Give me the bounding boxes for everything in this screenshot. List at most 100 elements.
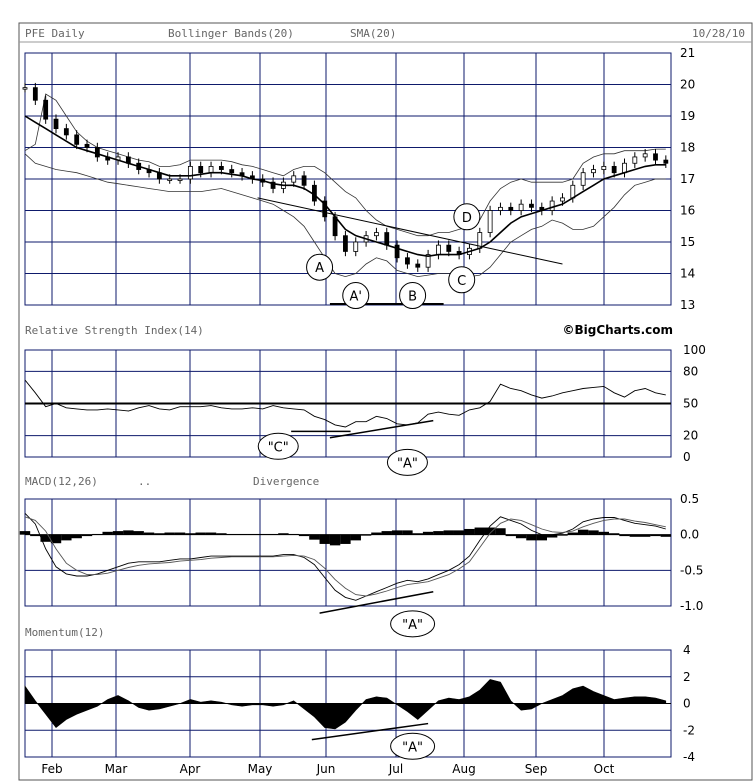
macd-histogram-bar xyxy=(174,532,186,535)
macd-histogram-bar xyxy=(536,534,547,541)
macd-histogram-bar xyxy=(577,529,589,535)
price-annotation-C-circle xyxy=(448,266,476,294)
macd-histogram-bar xyxy=(257,533,268,535)
momentum-annotation: "A" xyxy=(402,740,423,755)
rsi-annotation: "A" xyxy=(397,456,418,471)
price-annotation-Aprime: A' xyxy=(350,290,362,305)
macd-signal-line xyxy=(24,516,666,597)
macd-histogram-bar xyxy=(319,534,330,544)
macd-histogram-bar xyxy=(474,527,485,535)
price-candle xyxy=(229,169,235,174)
price-candle xyxy=(549,200,555,211)
rsi-annotation-circle xyxy=(257,432,299,460)
macd-histogram-bar xyxy=(30,534,41,537)
momentum-title: Momentum(12) xyxy=(25,626,104,639)
price-candle xyxy=(22,87,28,90)
price-candle xyxy=(663,159,669,164)
macd-histogram-bar xyxy=(340,534,351,544)
price-annotation-C: C xyxy=(457,274,466,289)
macd-annotation-circle xyxy=(390,610,436,638)
price-candle xyxy=(498,206,503,211)
price-title: PFE Daily xyxy=(25,27,85,40)
price-candle xyxy=(632,156,638,164)
macd-histogram-bar xyxy=(629,534,641,537)
macd-histogram-bar xyxy=(484,527,496,535)
macd-title: MACD(12,26) xyxy=(25,475,98,488)
price-annotation-A: A xyxy=(315,261,324,276)
macd-histogram-bar xyxy=(526,534,537,541)
price-candle xyxy=(270,181,276,189)
price-annotation-B-circle xyxy=(399,282,427,310)
brand-label: ©BigCharts.com xyxy=(562,323,673,337)
macd-histogram-bar xyxy=(371,532,382,535)
price-candle xyxy=(94,147,100,158)
macd-histogram-bar xyxy=(92,533,103,535)
x-tick-mar: Mar xyxy=(105,762,128,776)
macd-histogram-bar xyxy=(639,534,651,537)
x-tick-aug: Aug xyxy=(452,762,475,776)
price-candle xyxy=(43,99,49,120)
price-candle xyxy=(53,118,59,130)
x-tick-jun: Jun xyxy=(316,762,336,776)
x-tick-apr: Apr xyxy=(180,762,201,776)
macd-histogram-bar xyxy=(247,533,258,535)
macd-histogram-bar xyxy=(360,534,372,536)
macd-histogram-bar xyxy=(143,532,155,535)
price-annotation-D-circle xyxy=(453,203,481,231)
price-y-tick: 21 xyxy=(680,46,695,60)
macd-histogram-bar xyxy=(515,534,527,539)
price-trendline xyxy=(257,197,563,265)
price-y-tick: 16 xyxy=(680,204,695,218)
macd-histogram-bar xyxy=(81,534,93,537)
rsi-annotation: "C" xyxy=(268,440,289,455)
price-candle xyxy=(622,162,627,174)
price-candle xyxy=(591,169,596,174)
macd-histogram-bar xyxy=(350,534,361,541)
bollinger-lower-band xyxy=(24,153,666,278)
price-candle xyxy=(611,165,617,174)
macd-histogram-bar xyxy=(381,531,392,535)
price-candle xyxy=(198,165,204,174)
price-candle xyxy=(653,153,658,161)
price-candle xyxy=(374,232,379,237)
macd-histogram-bar xyxy=(557,534,568,536)
price-candle xyxy=(167,178,173,181)
macd-histogram-bar xyxy=(61,534,72,541)
price-candle xyxy=(529,203,534,208)
macd-histogram-bar xyxy=(123,530,134,535)
macd-annotation: "A" xyxy=(402,618,423,633)
price-indicator-sma: SMA(20) xyxy=(350,27,396,40)
rsi-annotation-circle xyxy=(386,448,428,476)
price-candle xyxy=(74,134,80,145)
x-tick-jul: Jul xyxy=(388,762,403,776)
macd-histogram-bar xyxy=(598,531,610,535)
macd-y-tick: 0.5 xyxy=(680,492,699,506)
macd-histogram-bar xyxy=(195,532,206,535)
macd-histogram-bar xyxy=(133,531,144,535)
price-candle xyxy=(580,172,586,186)
price-candle xyxy=(425,254,431,268)
price-y-tick: 17 xyxy=(680,172,695,186)
macd-histogram-bar xyxy=(40,534,51,542)
macd-histogram-bar xyxy=(443,530,454,535)
macd-histogram-bar xyxy=(588,530,599,535)
price-candle xyxy=(394,244,400,259)
macd-histogram-bar xyxy=(402,530,413,535)
macd-histogram-bar xyxy=(164,532,175,535)
macd-histogram-bar xyxy=(329,534,341,546)
price-candle xyxy=(446,244,452,252)
macd-histogram-bar xyxy=(546,534,558,538)
macd-subtitle: Divergence xyxy=(253,475,319,488)
price-annotation-Aprime-circle xyxy=(342,282,370,310)
price-annotation-A-circle xyxy=(306,253,334,281)
momentum-trendline xyxy=(311,722,429,741)
x-tick-oct: Oct xyxy=(594,762,615,776)
macd-histogram-bar xyxy=(102,531,113,535)
price-candle xyxy=(642,153,648,158)
price-candle xyxy=(177,178,183,181)
macd-histogram-bar xyxy=(453,530,465,535)
price-candle xyxy=(187,165,193,180)
macd-histogram-bar xyxy=(154,533,165,535)
macd-histogram-bar xyxy=(50,534,62,544)
